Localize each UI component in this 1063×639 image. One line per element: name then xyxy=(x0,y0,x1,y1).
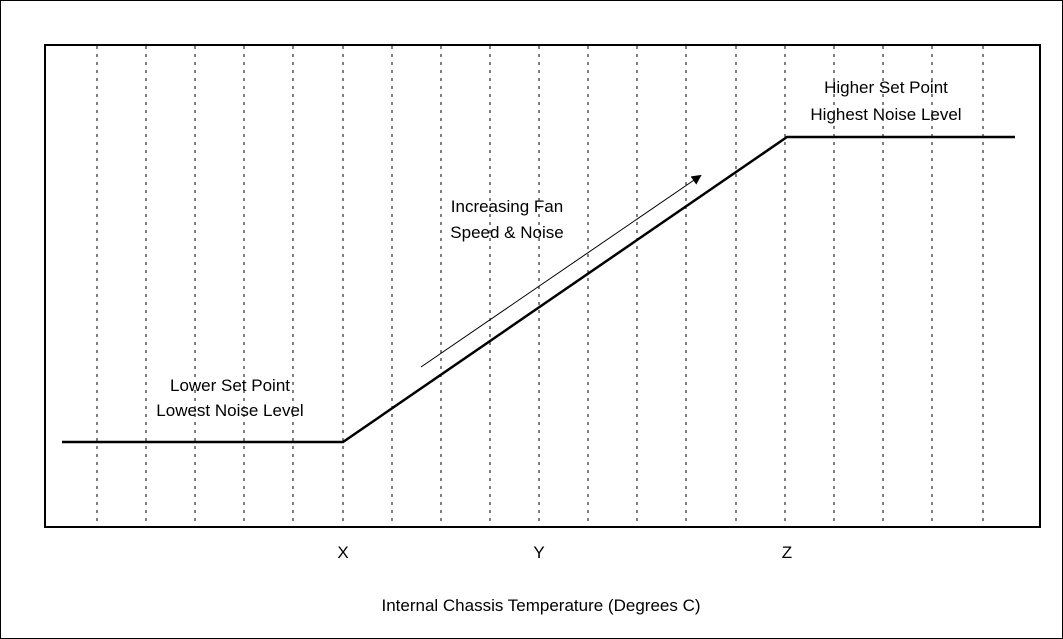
increasing-fan-label: Increasing Fan xyxy=(451,197,563,216)
highest-noise-level-label: Highest Noise Level xyxy=(810,105,961,124)
plot-area xyxy=(44,44,1041,528)
lower-set-point-label: Lower Set Point xyxy=(170,376,290,395)
lowest-noise-level-label: Lowest Noise Level xyxy=(156,401,303,420)
speed-noise-label: Speed & Noise xyxy=(450,223,563,242)
tick-label-z: Z xyxy=(782,543,792,562)
higher-set-point-label: Higher Set Point xyxy=(824,78,948,97)
x-axis-title: Internal Chassis Temperature (Degrees C) xyxy=(381,596,700,615)
tick-label-y: Y xyxy=(533,543,544,562)
tick-label-x: X xyxy=(337,543,348,562)
gridlines xyxy=(96,46,984,526)
increasing-arrow xyxy=(420,174,702,368)
fan-speed-curve xyxy=(62,135,1015,444)
